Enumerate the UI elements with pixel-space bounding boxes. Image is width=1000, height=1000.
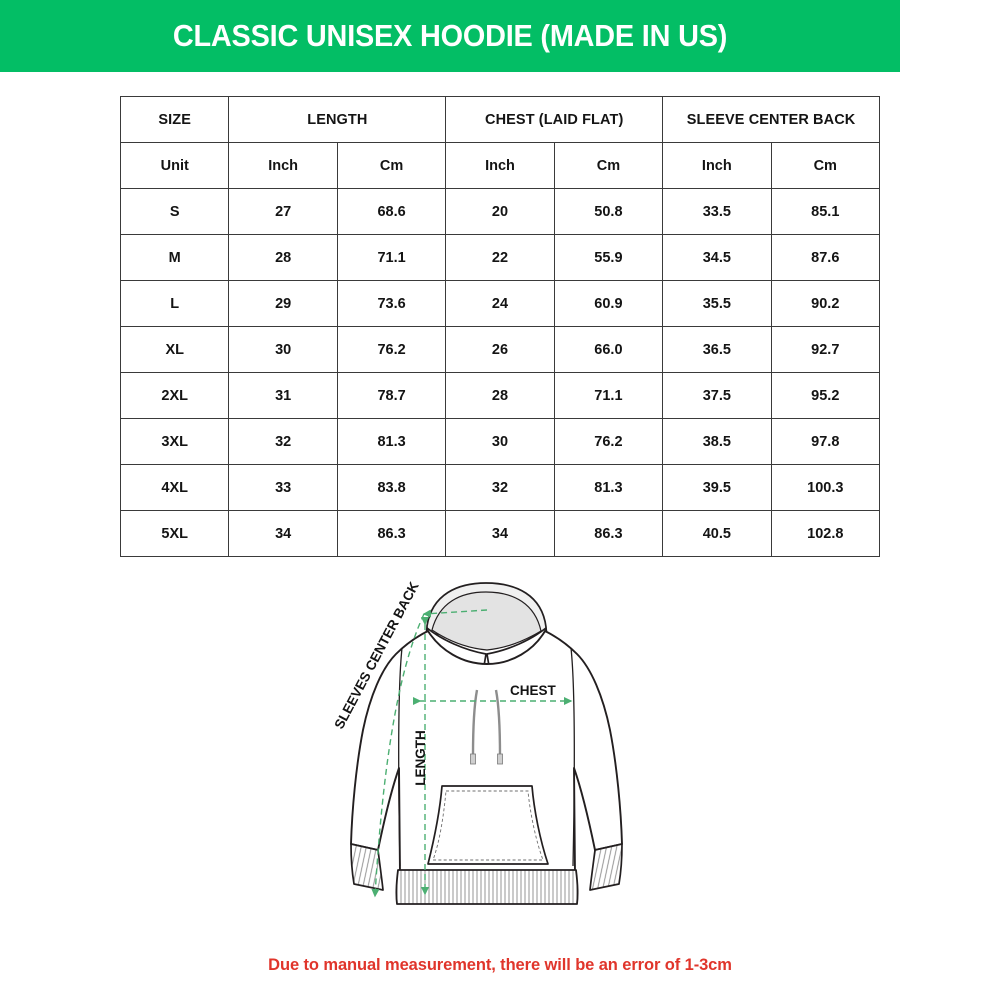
cell-size: XL: [119, 326, 230, 373]
cell-sleeve-cm: 92.7: [770, 326, 881, 373]
cell-size: 4XL: [119, 464, 230, 511]
cell-chest-inch: 24: [445, 280, 555, 327]
cell-length-inch: 34: [228, 510, 338, 557]
column-header-length-inch: Inch: [228, 142, 338, 189]
cell-length-cm: 86.3: [336, 510, 447, 557]
table-row: 3XL 32 81.3 30 76.2 38.5 97.8: [119, 418, 881, 465]
cell-length-inch: 30: [228, 326, 338, 373]
cell-length-cm: 68.6: [336, 188, 447, 235]
label-chest: CHEST: [510, 683, 557, 698]
size-chart-table-body: S 27 68.6 20 50.8 33.5 85.1 M 28 71.1 22 55.9 34.5 87…: [119, 188, 881, 557]
cell-length-cm: 83.8: [336, 464, 447, 511]
cell-chest-cm: 86.3: [553, 510, 664, 557]
cell-chest-inch: 20: [445, 188, 555, 235]
cell-sleeve-inch: 36.5: [662, 326, 772, 373]
hoodie-garment-illustration: [350, 582, 623, 905]
cell-length-inch: 27: [228, 188, 338, 235]
cell-size: 2XL: [119, 372, 230, 419]
table-row: L 29 73.6 24 60.9 35.5 90.2: [119, 280, 881, 327]
measurement-guides: [371, 609, 573, 898]
cell-sleeve-inch: 35.5: [662, 280, 772, 327]
column-header-sleeve-cm: Cm: [770, 142, 881, 189]
cell-length-cm: 78.7: [336, 372, 447, 419]
cell-chest-inch: 28: [445, 372, 555, 419]
cell-sleeve-inch: 38.5: [662, 418, 772, 465]
table-row: 2XL 31 78.7 28 71.1 37.5 95.2: [119, 372, 881, 419]
table-row: 5XL 34 86.3 34 86.3 40.5 102.8: [119, 510, 881, 557]
column-header-length: LENGTH: [228, 96, 447, 143]
cell-sleeve-inch: 40.5: [662, 510, 772, 557]
cell-sleeve-cm: 95.2: [770, 372, 881, 419]
cell-sleeve-inch: 33.5: [662, 188, 772, 235]
cell-sleeve-inch: 34.5: [662, 234, 772, 281]
cell-chest-cm: 81.3: [553, 464, 664, 511]
table-group-header-row: SIZE LENGTH CHEST (LAID FLAT) SLEEVE CEN…: [119, 96, 880, 143]
column-header-chest-cm: Cm: [553, 142, 664, 189]
header-banner: CLASSIC UNISEX HOODIE (MADE IN US): [0, 0, 900, 72]
cell-sleeve-inch: 39.5: [662, 464, 772, 511]
cell-chest-inch: 30: [445, 418, 555, 465]
cell-size: 3XL: [119, 418, 230, 465]
cell-sleeve-cm: 85.1: [770, 188, 881, 235]
cell-size: S: [119, 188, 230, 235]
size-chart-table: SIZE LENGTH CHEST (LAID FLAT) SLEEVE CEN…: [119, 96, 881, 557]
cell-length-inch: 33: [228, 464, 338, 511]
cell-sleeve-inch: 37.5: [662, 372, 772, 419]
size-chart-table-container: SIZE LENGTH CHEST (LAID FLAT) SLEEVE CEN…: [119, 96, 881, 557]
cell-sleeve-cm: 97.8: [770, 418, 881, 465]
table-unit-header-row: Unit Inch Cm Inch Cm Inch Cm: [119, 142, 881, 189]
cell-chest-inch: 26: [445, 326, 555, 373]
cell-sleeve-cm: 100.3: [770, 464, 881, 511]
cell-chest-inch: 34: [445, 510, 555, 557]
cell-length-inch: 28: [228, 234, 338, 281]
cell-chest-cm: 60.9: [553, 280, 664, 327]
column-header-sleeve-inch: Inch: [662, 142, 772, 189]
table-row: 4XL 33 83.8 32 81.3 39.5 100.3: [119, 464, 881, 511]
column-header-length-cm: Cm: [336, 142, 447, 189]
cell-chest-cm: 76.2: [553, 418, 664, 465]
column-header-unit: Unit: [119, 142, 230, 189]
cell-length-inch: 31: [228, 372, 338, 419]
column-header-chest: CHEST (LAID FLAT): [445, 96, 664, 143]
label-length: LENGTH: [413, 730, 428, 786]
cell-length-inch: 29: [228, 280, 338, 327]
cell-length-cm: 81.3: [336, 418, 447, 465]
cell-chest-inch: 32: [445, 464, 555, 511]
column-header-size: SIZE: [119, 96, 230, 143]
cell-sleeve-cm: 90.2: [770, 280, 881, 327]
cell-chest-inch: 22: [445, 234, 555, 281]
cell-sleeve-cm: 87.6: [770, 234, 881, 281]
cell-size: L: [119, 280, 230, 327]
cell-chest-cm: 50.8: [553, 188, 664, 235]
column-header-chest-inch: Inch: [445, 142, 555, 189]
cell-length-cm: 76.2: [336, 326, 447, 373]
cell-size: M: [119, 234, 230, 281]
cell-length-cm: 73.6: [336, 280, 447, 327]
cell-length-cm: 71.1: [336, 234, 447, 281]
cell-chest-cm: 71.1: [553, 372, 664, 419]
hoodie-measurement-diagram: CHEST LENGTH SLEEVES CENTER BACK: [320, 578, 660, 938]
cell-chest-cm: 55.9: [553, 234, 664, 281]
table-row: M 28 71.1 22 55.9 34.5 87.6: [119, 234, 881, 281]
cell-chest-cm: 66.0: [553, 326, 664, 373]
page-title: CLASSIC UNISEX HOODIE (MADE IN US): [172, 18, 728, 53]
column-header-sleeve: SLEEVE CENTER BACK: [662, 96, 880, 143]
cell-size: 5XL: [119, 510, 230, 557]
cell-length-inch: 32: [228, 418, 338, 465]
cell-sleeve-cm: 102.8: [770, 510, 881, 557]
table-row: S 27 68.6 20 50.8 33.5 85.1: [119, 188, 881, 235]
table-row: XL 30 76.2 26 66.0 36.5 92.7: [119, 326, 881, 373]
measurement-disclaimer: Due to manual measurement, there will be…: [268, 956, 732, 974]
